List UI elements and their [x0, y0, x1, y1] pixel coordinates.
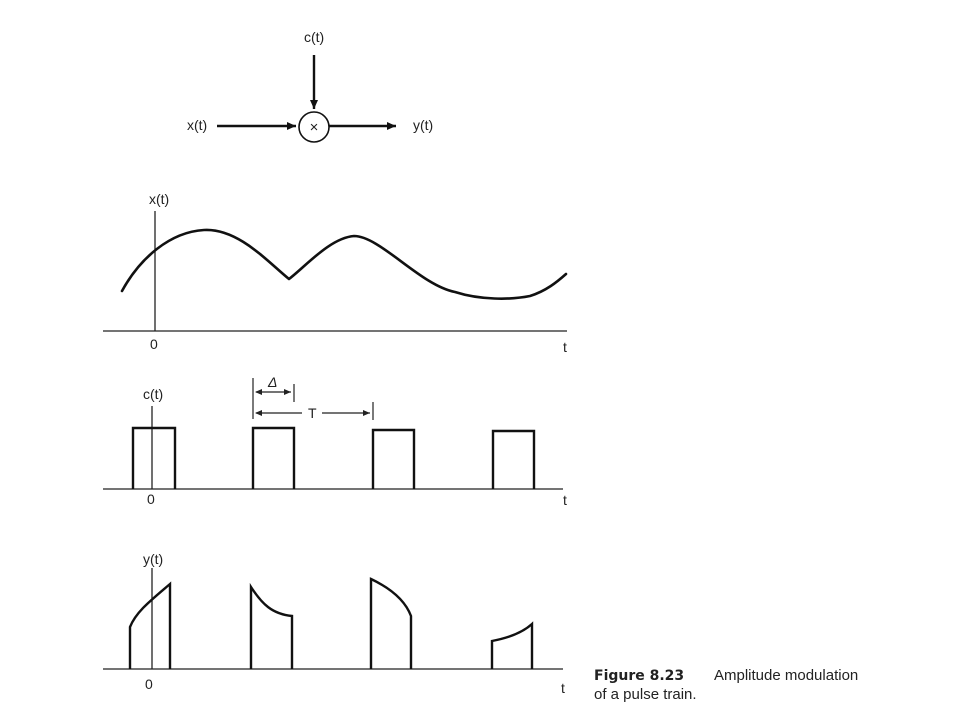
y-signal-label: y(t) [143, 551, 163, 567]
c-pulse [251, 426, 296, 489]
c-pulse [371, 428, 416, 489]
y-origin-label: 0 [145, 676, 153, 692]
panel-c: c(t) 0 t Δ T [103, 374, 567, 508]
pulse-width-label: Δ [267, 374, 277, 390]
c-signal-label: c(t) [143, 386, 163, 402]
y-pulse [490, 621, 534, 669]
y-time-label: t [561, 680, 565, 696]
panel-y: y(t) 0 t [103, 551, 565, 696]
carrier-label: c(t) [304, 29, 324, 45]
x-origin-label: 0 [150, 336, 158, 352]
c-pulse [131, 426, 177, 489]
c-origin-label: 0 [147, 491, 155, 507]
caption-line-2: of a pulse train. [594, 686, 697, 703]
panel-x: x(t) 0 t [103, 191, 568, 355]
input-label: x(t) [187, 117, 207, 133]
c-time-label: t [563, 492, 567, 508]
y-pulse [249, 582, 294, 669]
output-label: y(t) [413, 117, 433, 133]
figure-caption: Figure 8.23 Amplitude modulation of a pu… [594, 667, 858, 703]
caption-number: Figure 8.23 [594, 668, 684, 684]
x-signal-label: x(t) [149, 191, 169, 207]
multiplier-icon: × [310, 119, 319, 136]
block-diagram: c(t) x(t) × y(t) [187, 29, 433, 143]
c-pulse [491, 429, 536, 489]
x-waveform [120, 228, 568, 300]
x-time-label: t [563, 339, 567, 355]
y-pulse [369, 577, 413, 669]
y-pulse [128, 581, 172, 669]
caption-line-1: Amplitude modulation [714, 667, 858, 684]
period-label: T [308, 405, 317, 421]
